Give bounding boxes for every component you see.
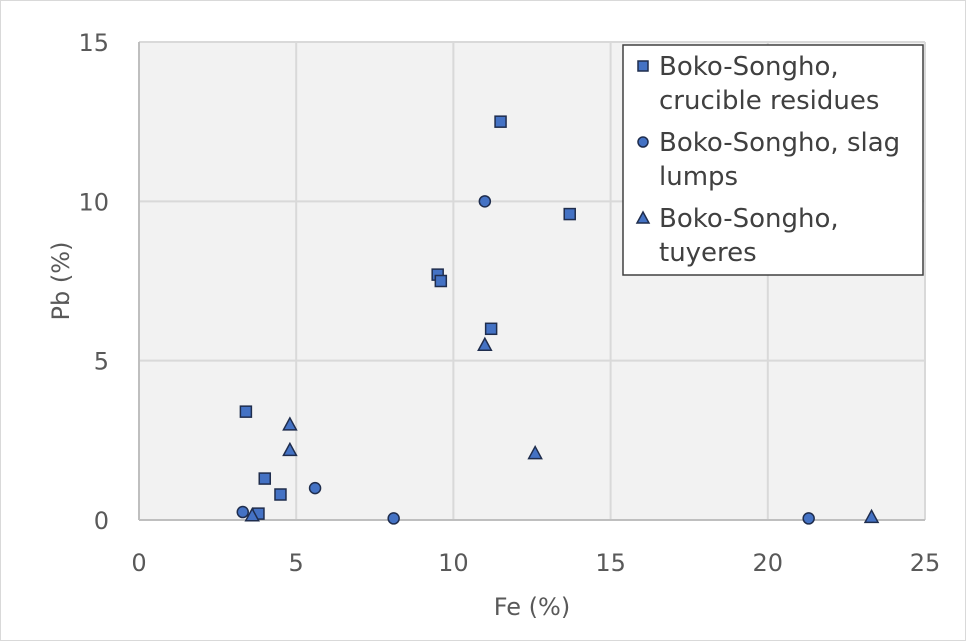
square-data-point <box>239 405 253 418</box>
square-data-point <box>434 274 448 288</box>
circle-data-point <box>478 195 492 208</box>
square-data-point <box>484 322 498 336</box>
square-data-point <box>563 207 576 221</box>
legend-box <box>622 44 924 276</box>
triangle-data-point <box>527 445 543 460</box>
square-data-point <box>494 115 507 128</box>
square-data-point <box>258 472 272 485</box>
y-tick-label: 5 <box>94 348 109 376</box>
y-tick-label: 15 <box>78 29 109 57</box>
y-axis-title: Pb (%) <box>47 242 75 321</box>
x-axis-title: Fe (%) <box>494 593 570 621</box>
legend-entry-label: Boko-Songho, slag <box>659 128 900 158</box>
y-tick-label: 0 <box>94 507 109 535</box>
x-tick-label: 0 <box>131 549 146 577</box>
circle-data-point <box>802 512 815 525</box>
circle-data-point <box>236 505 250 519</box>
x-tick-label: 15 <box>595 549 626 577</box>
triangle-data-point <box>282 416 298 431</box>
legend-triangle-marker <box>635 210 651 224</box>
x-tick-label: 5 <box>289 549 304 577</box>
triangle-data-point <box>477 336 493 351</box>
legend-entry-label: Boko-Songho, <box>659 52 839 82</box>
x-tick-label: 10 <box>438 549 469 577</box>
y-tick-label: 10 <box>78 188 109 216</box>
square-data-point <box>274 488 287 501</box>
circle-data-point <box>308 481 322 495</box>
legend-entry-label: Boko-Songho, <box>659 204 839 234</box>
x-tick-label: 20 <box>753 549 784 577</box>
legend-square-marker <box>637 60 649 72</box>
x-tick-label: 25 <box>910 549 941 577</box>
triangle-data-point <box>863 508 880 524</box>
triangle-data-point <box>244 507 260 522</box>
triangle-data-point <box>282 441 298 457</box>
legend-circle-marker <box>637 136 649 148</box>
legend-entry-label: lumps <box>659 162 738 192</box>
legend-entry-label: tuyeres <box>659 238 757 268</box>
circle-data-point <box>387 512 400 525</box>
legend-entry-label: crucible residues <box>659 86 879 116</box>
